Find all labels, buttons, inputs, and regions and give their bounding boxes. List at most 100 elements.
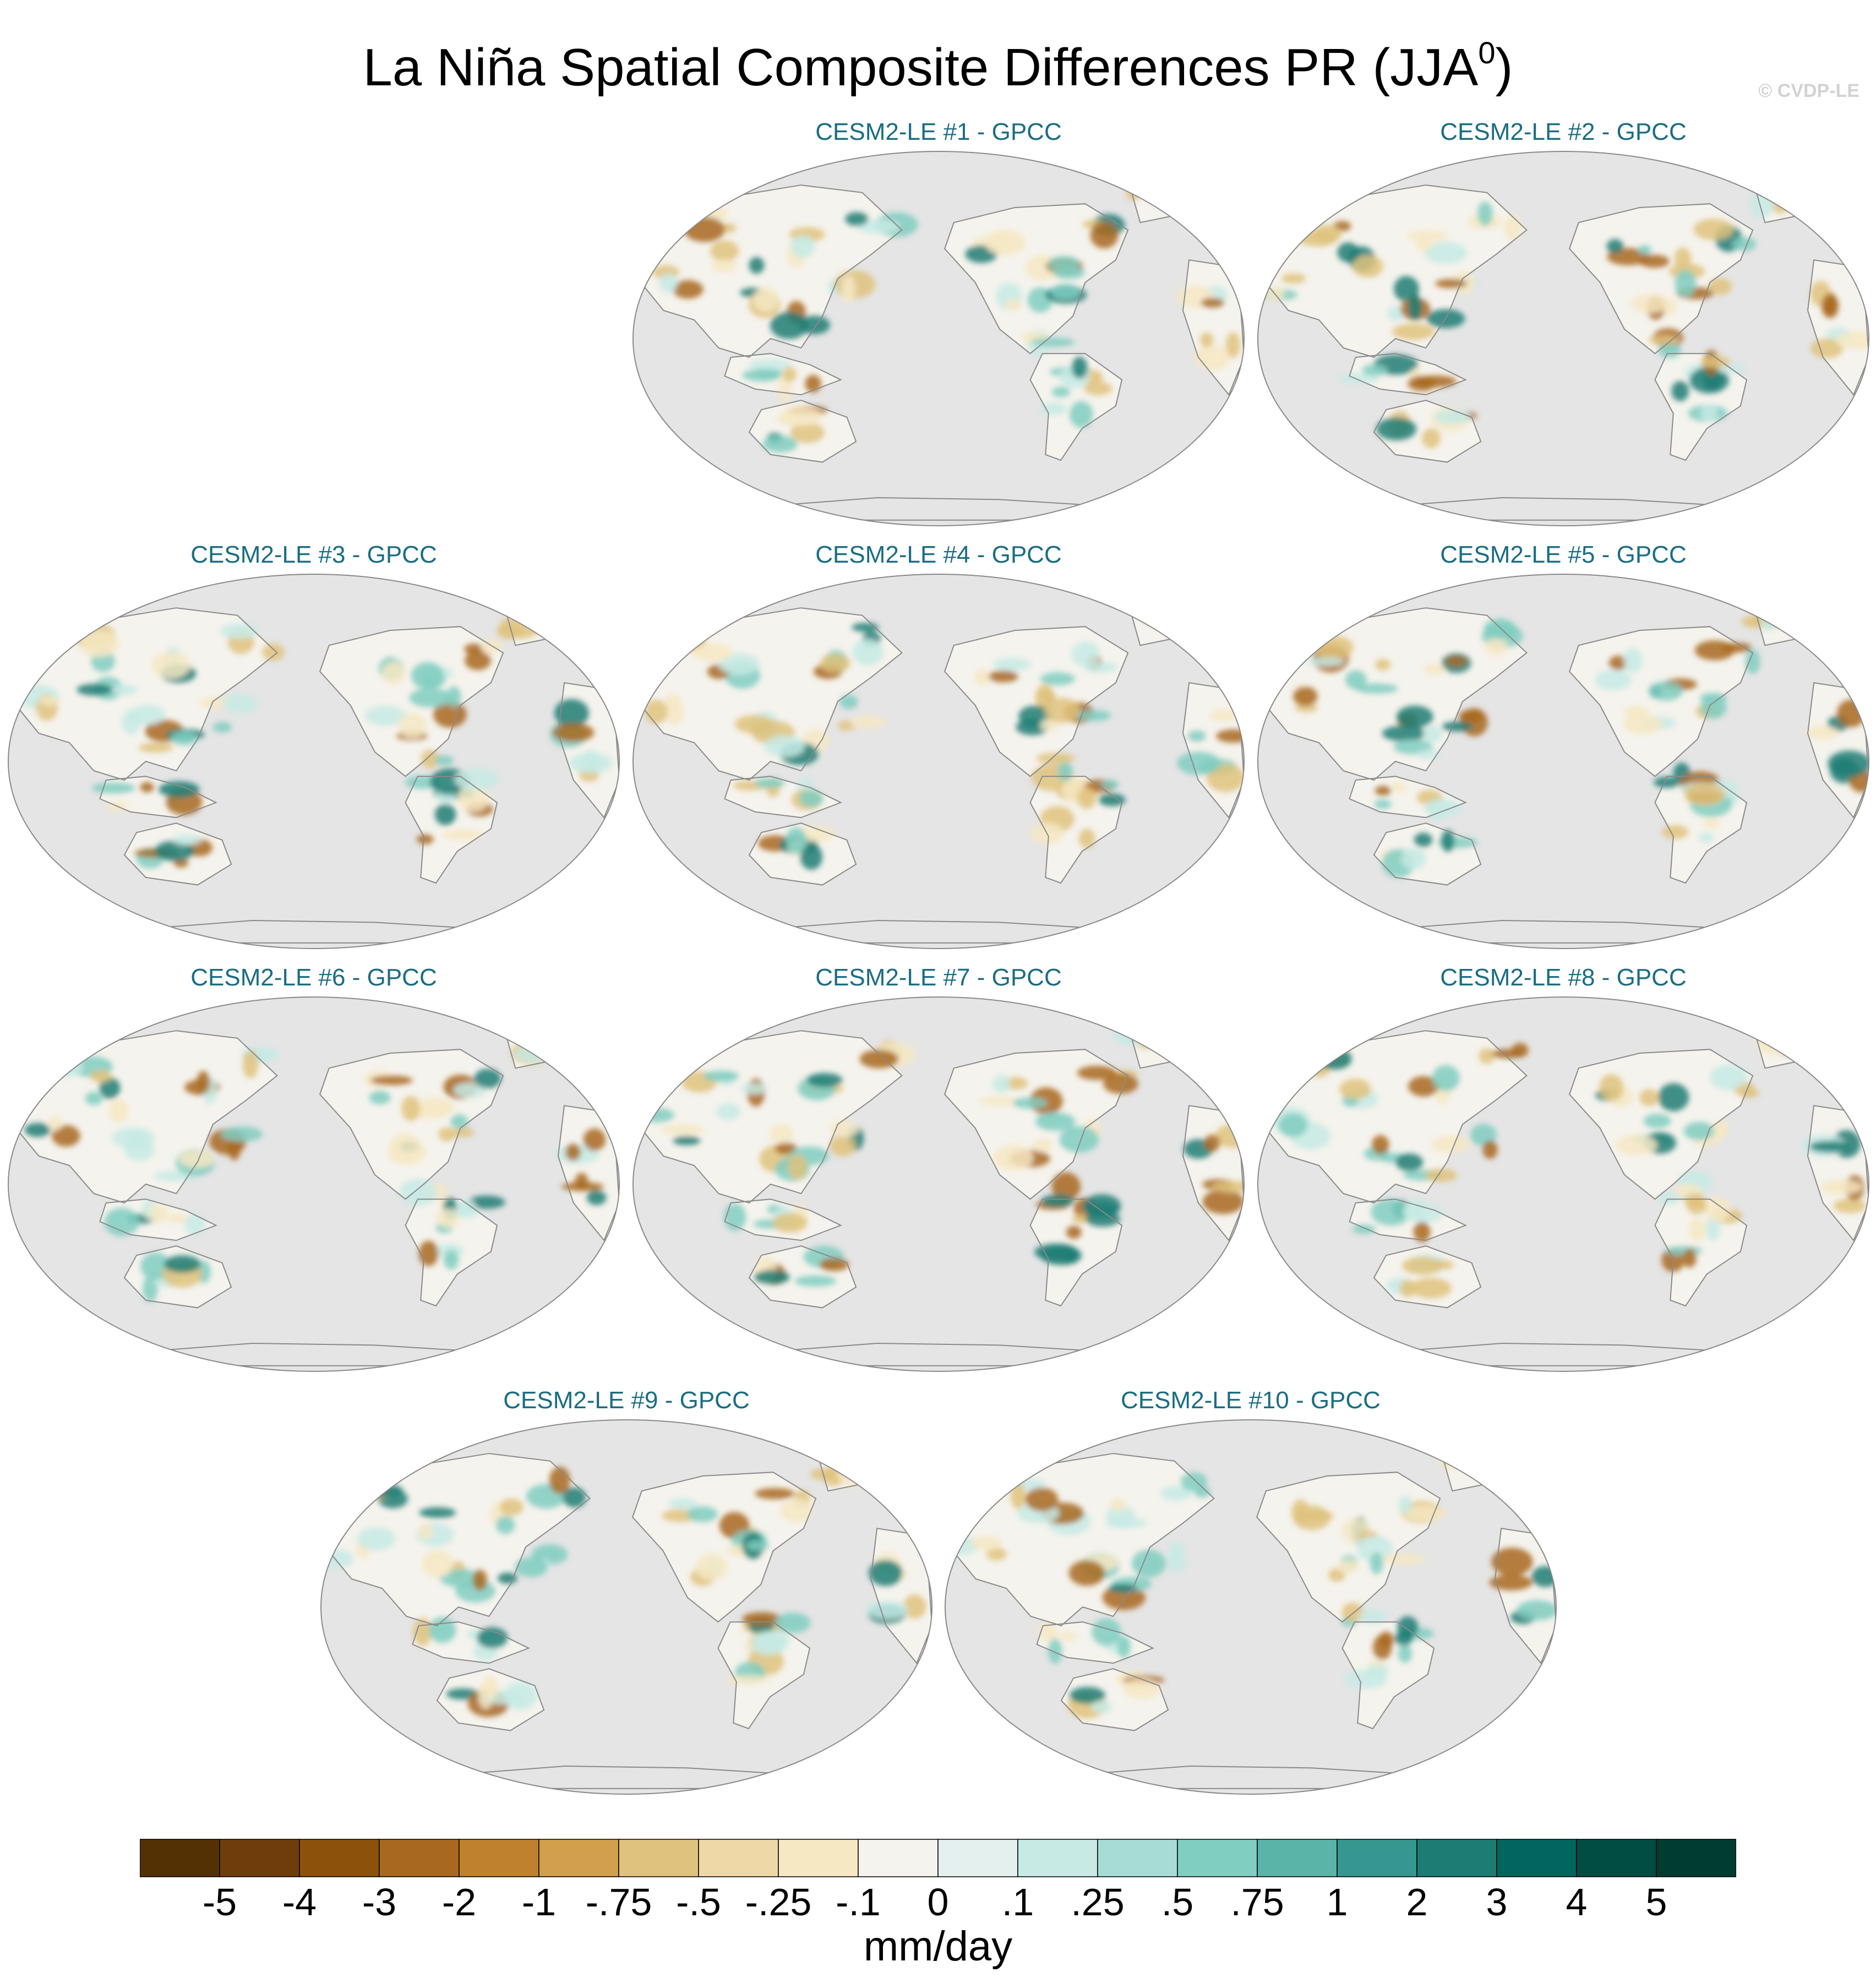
coastline (412, 1621, 530, 1664)
anomaly-patch (1370, 1552, 1383, 1575)
anomaly-patch (1293, 1505, 1330, 1530)
anomaly-patch (418, 1240, 439, 1266)
panel-title: CESM2-LE #6 - GPCC (190, 964, 437, 991)
coastline (1258, 607, 1528, 781)
anomaly-patch (1402, 1257, 1443, 1275)
coastline (99, 776, 217, 819)
map-panel-4: CESM2-LE #4 - GPCC (630, 538, 1247, 962)
anomaly-patch (1658, 1083, 1689, 1112)
anomaly-patch (369, 1091, 391, 1105)
anomaly-patch (1639, 1089, 1659, 1106)
anomaly-patch (1031, 337, 1075, 347)
map-border (1257, 574, 1869, 949)
anomaly-patch (1432, 1260, 1454, 1270)
anomaly-patch (1477, 201, 1493, 226)
coastline (944, 1049, 1129, 1200)
anomaly-patch (1606, 239, 1624, 254)
map-border (8, 574, 620, 949)
land-antarctica (1380, 920, 1747, 943)
colorbar-units: mm/day (863, 1923, 1013, 1970)
anomaly-patch (1194, 1486, 1210, 1498)
anomaly-patch (1709, 278, 1732, 295)
anomaly-patch (1446, 656, 1468, 667)
colorbar-segment (459, 1839, 539, 1877)
panel-title: CESM2-LE #4 - GPCC (815, 541, 1062, 568)
anomaly-patch (221, 1126, 263, 1142)
anomaly-patch (664, 702, 684, 726)
anomaly-patch (775, 1142, 798, 1155)
anomaly-patch (845, 212, 869, 226)
anomaly-patch (1117, 1636, 1131, 1658)
anomaly-patch (170, 731, 198, 745)
panel-title: CESM2-LE #9 - GPCC (503, 1387, 750, 1414)
anomaly-patch (109, 1099, 129, 1123)
anomaly-patch (794, 1275, 836, 1287)
anomaly-patch (1398, 1644, 1412, 1663)
colorbar-segment (1337, 1839, 1417, 1877)
anomaly-patch (1461, 1450, 1498, 1468)
anomaly-patch (1424, 242, 1468, 264)
anomaly-patch (1376, 417, 1417, 440)
anomaly-patch (1683, 1248, 1697, 1268)
anomaly-patch (370, 1075, 413, 1086)
anomaly-patch (1459, 710, 1483, 724)
anomaly-patch (1161, 609, 1180, 622)
coastline (633, 1030, 903, 1204)
anomaly-patch (412, 1107, 445, 1118)
coastline (319, 1049, 504, 1200)
colorbar-tick-label: -4 (282, 1881, 317, 1924)
world-map (8, 574, 620, 949)
anomaly-patch (1048, 1638, 1062, 1664)
anomaly-patch (1195, 345, 1230, 371)
anomaly-patch (1700, 356, 1730, 368)
anomaly-patch (1674, 247, 1692, 269)
anomaly-patch (418, 1523, 433, 1540)
anomaly-patch (1684, 783, 1726, 806)
map-panel-1: CESM2-LE #1 - GPCC (630, 116, 1247, 540)
anomaly-patch (1756, 1032, 1793, 1054)
anomaly-patch (1809, 1141, 1850, 1153)
map-border (632, 574, 1245, 949)
anomaly-patch (1639, 254, 1670, 268)
anomaly-patch (1423, 725, 1443, 743)
colorbar-segment (1656, 1839, 1736, 1877)
anomaly-patch (1375, 658, 1391, 671)
panel-title: CESM2-LE #10 - GPCC (1121, 1387, 1381, 1414)
anomaly-patch (1051, 1172, 1081, 1201)
coastline (1029, 1198, 1123, 1307)
colorbar-segment (1576, 1839, 1657, 1877)
anomaly-patch (152, 652, 190, 679)
coastline (123, 822, 232, 886)
anomaly-patch (1382, 725, 1426, 742)
coastline (1036, 1621, 1154, 1664)
world-map (945, 1419, 1557, 1795)
anomaly-patch (1070, 401, 1093, 428)
anomaly-patch (1281, 273, 1306, 284)
anomaly-patch (1140, 601, 1172, 626)
anomaly-patch (1160, 1486, 1192, 1501)
coastline (1341, 1621, 1435, 1730)
anomaly-patch (749, 257, 765, 274)
anomaly-patch (242, 1050, 259, 1078)
anomaly-patch (1623, 715, 1664, 734)
anomaly-patch (1442, 721, 1473, 732)
anomaly-patch (453, 1082, 487, 1098)
anomaly-patch (1025, 1488, 1059, 1512)
anomaly-patch (1210, 710, 1239, 722)
anomaly-patch (1704, 818, 1720, 829)
anomaly-patch (438, 1127, 456, 1141)
anomaly-patch (357, 1527, 396, 1551)
anomaly-patch (769, 1124, 794, 1145)
coastline (631, 1472, 817, 1623)
anomaly-patch (798, 315, 830, 335)
colorbar-segment (698, 1839, 779, 1877)
anomaly-patch (754, 1270, 790, 1284)
anomaly-patch (800, 844, 823, 870)
anomaly-patch (1406, 230, 1448, 242)
anomaly-patch (992, 1075, 1011, 1093)
anomaly-patch (454, 1205, 478, 1218)
anomaly-patch (1399, 1279, 1416, 1298)
anomaly-patch (369, 1484, 403, 1497)
colorbar-segment (778, 1839, 859, 1877)
anomaly-patch (1036, 753, 1075, 764)
